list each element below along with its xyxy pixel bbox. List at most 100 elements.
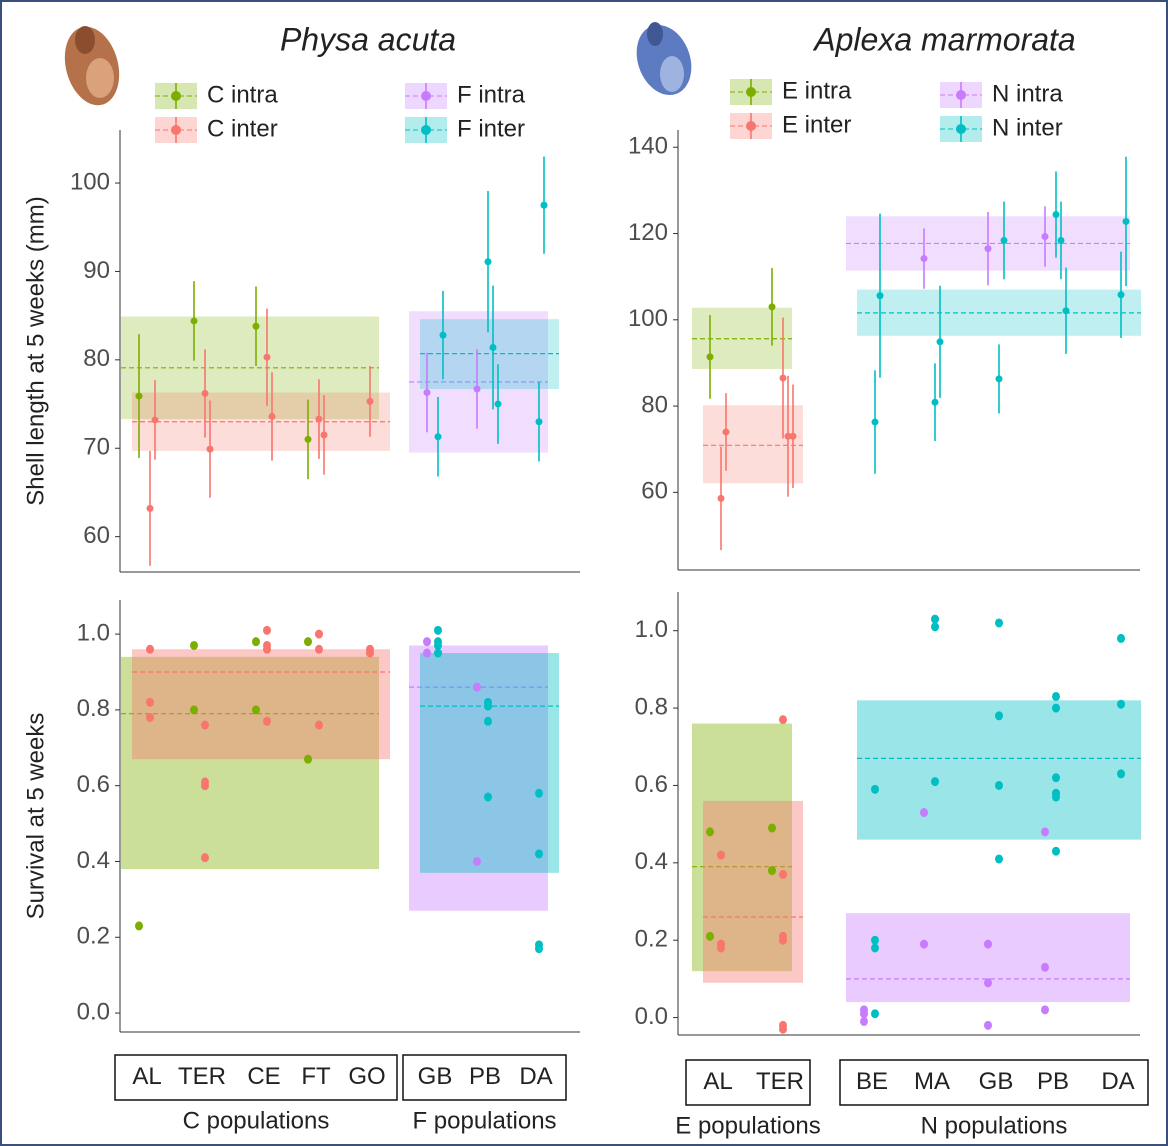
point: [315, 415, 323, 423]
point: [1041, 1005, 1049, 1015]
point: [201, 389, 209, 397]
point: [920, 939, 928, 949]
legend-label: N intra: [992, 80, 1063, 107]
point: [263, 716, 271, 726]
point: [473, 385, 481, 393]
point: [315, 629, 323, 639]
y-tick-label: 100: [70, 168, 110, 195]
point: [146, 504, 154, 512]
point: [1052, 773, 1060, 783]
x-tick-label: AL: [132, 1063, 161, 1090]
y-axis-label: Shell length at 5 weeks (mm): [22, 196, 49, 505]
group-box: [114, 1054, 398, 1101]
point: [366, 397, 374, 405]
point: [984, 1020, 992, 1030]
snail-icon: [636, 22, 692, 95]
point: [263, 644, 271, 654]
legend-label: F inter: [457, 115, 525, 142]
point: [484, 716, 492, 726]
group-label: C populations: [183, 1107, 330, 1134]
point: [473, 682, 481, 692]
point: [263, 625, 271, 635]
point: [535, 849, 543, 859]
point: [871, 418, 879, 426]
point: [434, 648, 442, 658]
point: [722, 428, 730, 436]
point: [717, 494, 725, 502]
y-tick-label: 120: [628, 219, 668, 246]
y-tick-label: 80: [641, 391, 668, 418]
point: [920, 808, 928, 818]
point: [252, 637, 260, 647]
point: [1041, 827, 1049, 837]
legend-key: [421, 125, 431, 135]
point: [706, 827, 714, 837]
y-tick-label: 1.0: [77, 619, 110, 646]
point: [1057, 236, 1065, 244]
legend-key: [956, 124, 966, 134]
point: [135, 392, 143, 400]
y-tick-label: 0.4: [77, 847, 110, 874]
point: [779, 374, 787, 382]
point: [860, 1009, 868, 1019]
point: [871, 784, 879, 794]
point: [768, 303, 776, 311]
group-box: [402, 1054, 567, 1101]
group-label: E populations: [675, 1112, 820, 1139]
point: [190, 705, 198, 715]
y-tick-label: 80: [83, 345, 110, 372]
point: [146, 697, 154, 707]
point: [190, 640, 198, 650]
point: [871, 943, 879, 953]
point: [315, 720, 323, 730]
point: [1052, 846, 1060, 856]
point: [706, 931, 714, 941]
point: [1052, 703, 1060, 713]
point: [789, 432, 797, 440]
point: [984, 245, 992, 253]
y-tick-label: 0.8: [635, 693, 668, 720]
point: [484, 792, 492, 802]
point: [995, 780, 1003, 790]
point: [717, 850, 725, 860]
band: [703, 800, 803, 983]
x-tick-label: TER: [756, 1068, 804, 1095]
point: [434, 433, 442, 441]
point: [320, 431, 328, 439]
point: [984, 978, 992, 988]
y-tick-label: 0.4: [635, 848, 668, 875]
legend-key: [746, 121, 756, 131]
point: [995, 618, 1003, 628]
legend-key: [171, 125, 181, 135]
y-tick-label: 60: [641, 478, 668, 505]
legend-key: [421, 91, 431, 101]
point: [995, 375, 1003, 383]
point: [784, 432, 792, 440]
point: [1052, 211, 1060, 219]
point: [434, 625, 442, 635]
point: [201, 720, 209, 730]
x-tick-label: DA: [519, 1063, 552, 1090]
y-tick-label: 100: [628, 305, 668, 332]
point: [473, 856, 481, 866]
point: [206, 445, 214, 453]
point: [1052, 792, 1060, 802]
y-tick-label: 70: [83, 434, 110, 461]
legend-key: [171, 91, 181, 101]
x-tick-label: GB: [418, 1063, 453, 1090]
point: [717, 943, 725, 953]
band: [420, 653, 559, 873]
point: [252, 322, 260, 330]
point: [936, 338, 944, 346]
point: [984, 939, 992, 949]
point: [423, 648, 431, 658]
point: [860, 1016, 868, 1026]
point: [535, 418, 543, 426]
point: [434, 640, 442, 650]
band: [121, 656, 379, 870]
group-box: [685, 1059, 811, 1106]
x-tick-label: GO: [348, 1063, 385, 1090]
band: [857, 700, 1141, 840]
group-label: F populations: [412, 1107, 556, 1134]
point: [489, 343, 497, 351]
